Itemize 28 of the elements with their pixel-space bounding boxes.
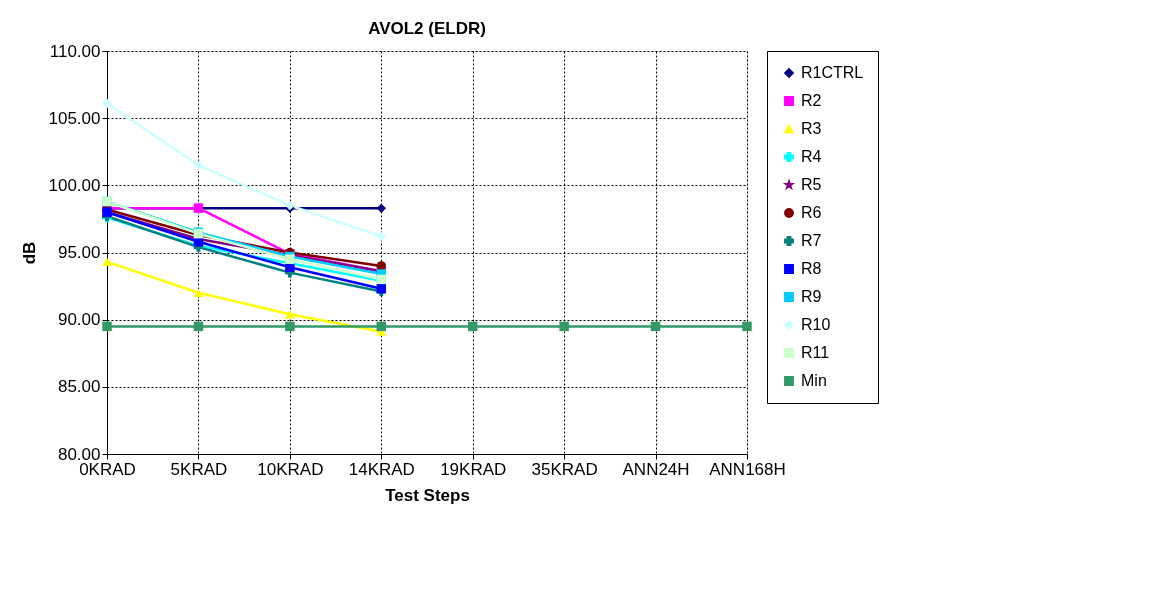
chart-title: AVOL2 (ELDR) xyxy=(368,19,486,38)
legend-label: R2 xyxy=(801,92,822,109)
legend-label: Min xyxy=(801,372,827,389)
legend-label: R10 xyxy=(801,316,831,333)
legend-label: R4 xyxy=(801,148,822,165)
y-axis-title: dB xyxy=(19,241,39,265)
legend-label: R3 xyxy=(801,120,822,137)
y-tick-label: 85.00 xyxy=(57,377,101,397)
legend-label: R8 xyxy=(801,260,822,277)
legend-label: R11 xyxy=(801,344,830,361)
x-tick-label: 14KRAD xyxy=(348,459,415,479)
legend-label: R7 xyxy=(801,232,822,249)
x-tick-label: ANN24H xyxy=(622,459,690,479)
x-axis-title: Test Steps xyxy=(385,485,470,505)
y-tick-label: 105.00 xyxy=(48,108,101,128)
x-tick-label: 5KRAD xyxy=(170,459,228,479)
y-tick-label: 90.00 xyxy=(57,310,101,330)
x-tick-label: 10KRAD xyxy=(257,459,324,479)
x-tick-label: 35KRAD xyxy=(531,459,598,479)
x-tick-label: ANN168H xyxy=(709,459,786,479)
y-tick-label: 110.00 xyxy=(49,41,101,61)
x-tick-label: 19KRAD xyxy=(440,459,507,479)
y-tick-label: 95.00 xyxy=(57,243,101,262)
legend-label: R5 xyxy=(801,176,822,193)
legend-label: R1CTRL xyxy=(801,64,864,81)
y-tick-label: 100.00 xyxy=(48,175,101,195)
legend-label: R6 xyxy=(801,204,822,221)
legend-label: R9 xyxy=(801,288,822,305)
